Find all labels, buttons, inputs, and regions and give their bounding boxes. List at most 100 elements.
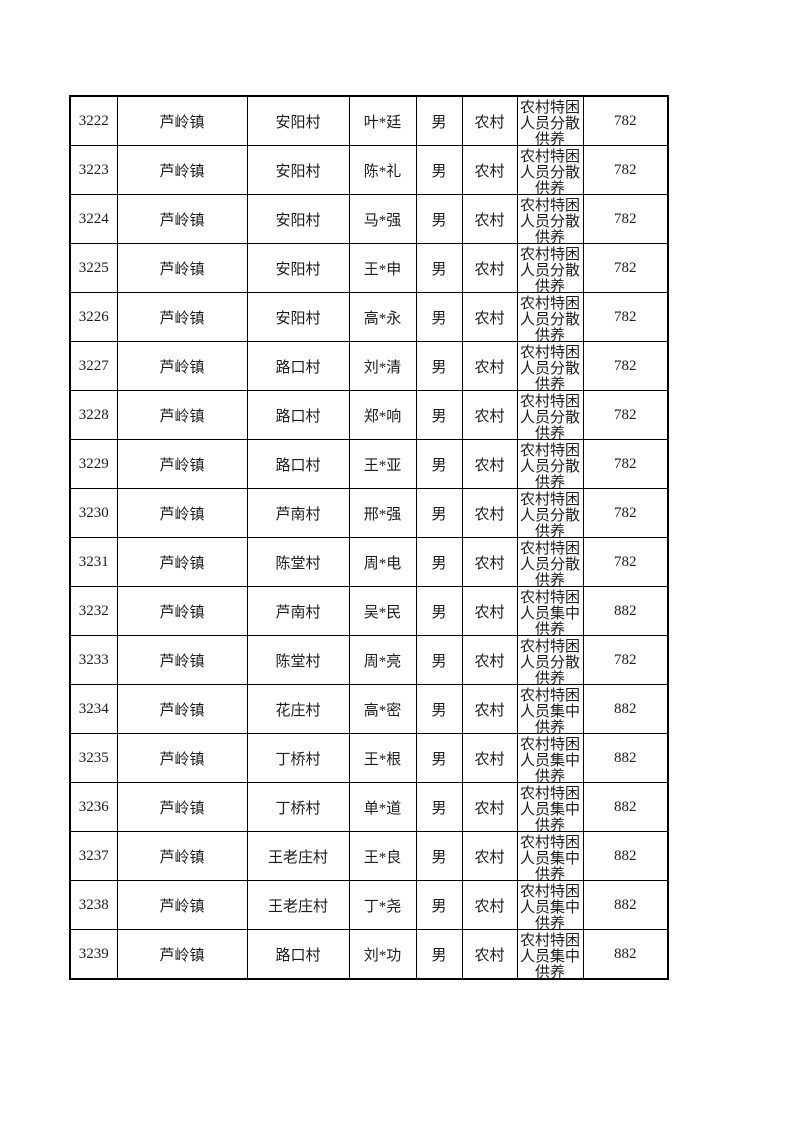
cell-assistance-category: 农村特困人员集中供养 xyxy=(516,831,584,881)
cell-village: 路口村 xyxy=(246,929,350,980)
assistance-category-text: 农村特困人员分散供养 xyxy=(519,541,580,586)
cell-town: 芦岭镇 xyxy=(116,145,248,195)
cell-gender: 男 xyxy=(415,880,463,930)
cell-area-type: 农村 xyxy=(461,292,518,342)
cell-gender: 男 xyxy=(415,194,463,244)
cell-serial-number: 3228 xyxy=(69,390,118,440)
cell-area-type: 农村 xyxy=(461,341,518,391)
cell-amount: 782 xyxy=(582,292,669,342)
cell-amount: 882 xyxy=(582,831,669,881)
cell-person-name: 刘*清 xyxy=(348,341,417,391)
table-row: 3225 芦岭镇 安阳村 王*申 男 农村 农村特困人员分散供养 782 xyxy=(69,243,669,293)
cell-serial-number: 3230 xyxy=(69,488,118,538)
cell-amount: 882 xyxy=(582,782,669,832)
table-row: 3233 芦岭镇 陈堂村 周*亮 男 农村 农村特困人员分散供养 782 xyxy=(69,635,669,685)
assistance-category-text: 农村特困人员分散供养 xyxy=(519,100,580,145)
cell-amount: 782 xyxy=(582,390,669,440)
cell-town: 芦岭镇 xyxy=(116,831,248,881)
cell-gender: 男 xyxy=(415,292,463,342)
table-row: 3230 芦岭镇 芦南村 邢*强 男 农村 农村特困人员分散供养 782 xyxy=(69,488,669,538)
assistance-category-text: 农村特困人员集中供养 xyxy=(519,688,580,733)
assistance-category-text: 农村特困人员集中供养 xyxy=(519,933,580,978)
cell-village: 丁桥村 xyxy=(246,733,350,783)
assistance-category-text: 农村特困人员分散供养 xyxy=(519,149,580,194)
cell-amount: 782 xyxy=(582,194,669,244)
cell-town: 芦岭镇 xyxy=(116,390,248,440)
assistance-category-text: 农村特困人员分散供养 xyxy=(519,198,580,243)
cell-village: 芦南村 xyxy=(246,488,350,538)
cell-amount: 882 xyxy=(582,733,669,783)
cell-area-type: 农村 xyxy=(461,880,518,930)
cell-assistance-category: 农村特困人员分散供养 xyxy=(516,635,584,685)
cell-area-type: 农村 xyxy=(461,684,518,734)
cell-village: 安阳村 xyxy=(246,194,350,244)
cell-amount: 882 xyxy=(582,880,669,930)
assistance-category-text: 农村特困人员分散供养 xyxy=(519,443,580,488)
cell-gender: 男 xyxy=(415,145,463,195)
assistance-category-text: 农村特困人员分散供养 xyxy=(519,296,580,341)
cell-village: 王老庄村 xyxy=(246,831,350,881)
assistance-category-text: 农村特困人员集中供养 xyxy=(519,590,580,635)
cell-gender: 男 xyxy=(415,95,463,146)
table-row: 3237 芦岭镇 王老庄村 王*良 男 农村 农村特困人员集中供养 882 xyxy=(69,831,669,881)
cell-area-type: 农村 xyxy=(461,243,518,293)
cell-serial-number: 3231 xyxy=(69,537,118,587)
cell-serial-number: 3233 xyxy=(69,635,118,685)
cell-amount: 782 xyxy=(582,145,669,195)
cell-town: 芦岭镇 xyxy=(116,537,248,587)
cell-person-name: 王*根 xyxy=(348,733,417,783)
cell-town: 芦岭镇 xyxy=(116,635,248,685)
assistance-category-text: 农村特困人员集中供养 xyxy=(519,884,580,929)
cell-serial-number: 3237 xyxy=(69,831,118,881)
cell-gender: 男 xyxy=(415,537,463,587)
cell-person-name: 王*良 xyxy=(348,831,417,881)
table-row: 3229 芦岭镇 路口村 王*亚 男 农村 农村特困人员分散供养 782 xyxy=(69,439,669,489)
cell-serial-number: 3238 xyxy=(69,880,118,930)
cell-assistance-category: 农村特困人员分散供养 xyxy=(516,95,584,146)
cell-area-type: 农村 xyxy=(461,635,518,685)
cell-assistance-category: 农村特困人员分散供养 xyxy=(516,439,584,489)
cell-village: 安阳村 xyxy=(246,292,350,342)
cell-assistance-category: 农村特困人员分散供养 xyxy=(516,194,584,244)
cell-amount: 782 xyxy=(582,341,669,391)
assistance-category-text: 农村特困人员分散供养 xyxy=(519,394,580,439)
cell-village: 路口村 xyxy=(246,341,350,391)
cell-village: 安阳村 xyxy=(246,243,350,293)
cell-town: 芦岭镇 xyxy=(116,488,248,538)
table-row: 3227 芦岭镇 路口村 刘*清 男 农村 农村特困人员分散供养 782 xyxy=(69,341,669,391)
cell-assistance-category: 农村特困人员集中供养 xyxy=(516,733,584,783)
cell-assistance-category: 农村特困人员集中供养 xyxy=(516,880,584,930)
cell-town: 芦岭镇 xyxy=(116,586,248,636)
cell-village: 陈堂村 xyxy=(246,537,350,587)
cell-town: 芦岭镇 xyxy=(116,684,248,734)
table-row: 3236 芦岭镇 丁桥村 单*道 男 农村 农村特困人员集中供养 882 xyxy=(69,782,669,832)
cell-amount: 782 xyxy=(582,488,669,538)
table-row: 3234 芦岭镇 花庄村 高*密 男 农村 农村特困人员集中供养 882 xyxy=(69,684,669,734)
cell-amount: 782 xyxy=(582,439,669,489)
cell-village: 芦南村 xyxy=(246,586,350,636)
assistance-category-text: 农村特困人员分散供养 xyxy=(519,492,580,537)
cell-person-name: 高*永 xyxy=(348,292,417,342)
table-row: 3235 芦岭镇 丁桥村 王*根 男 农村 农村特困人员集中供养 882 xyxy=(69,733,669,783)
table-row: 3238 芦岭镇 王老庄村 丁*尧 男 农村 农村特困人员集中供养 882 xyxy=(69,880,669,930)
table-body: 3222 芦岭镇 安阳村 叶*廷 男 农村 农村特困人员分散供养 782 322… xyxy=(69,95,669,980)
cell-gender: 男 xyxy=(415,782,463,832)
cell-gender: 男 xyxy=(415,684,463,734)
cell-village: 路口村 xyxy=(246,390,350,440)
cell-village: 路口村 xyxy=(246,439,350,489)
cell-gender: 男 xyxy=(415,929,463,980)
cell-amount: 882 xyxy=(582,684,669,734)
cell-assistance-category: 农村特困人员分散供养 xyxy=(516,537,584,587)
cell-gender: 男 xyxy=(415,635,463,685)
cell-town: 芦岭镇 xyxy=(116,929,248,980)
assistance-category-text: 农村特困人员分散供养 xyxy=(519,345,580,390)
table-row: 3239 芦岭镇 路口村 刘*功 男 农村 农村特困人员集中供养 882 xyxy=(69,929,669,980)
cell-assistance-category: 农村特困人员分散供养 xyxy=(516,292,584,342)
assistance-category-text: 农村特困人员分散供养 xyxy=(519,247,580,292)
cell-village: 花庄村 xyxy=(246,684,350,734)
cell-area-type: 农村 xyxy=(461,537,518,587)
cell-person-name: 单*道 xyxy=(348,782,417,832)
cell-amount: 782 xyxy=(582,537,669,587)
cell-area-type: 农村 xyxy=(461,782,518,832)
cell-area-type: 农村 xyxy=(461,733,518,783)
